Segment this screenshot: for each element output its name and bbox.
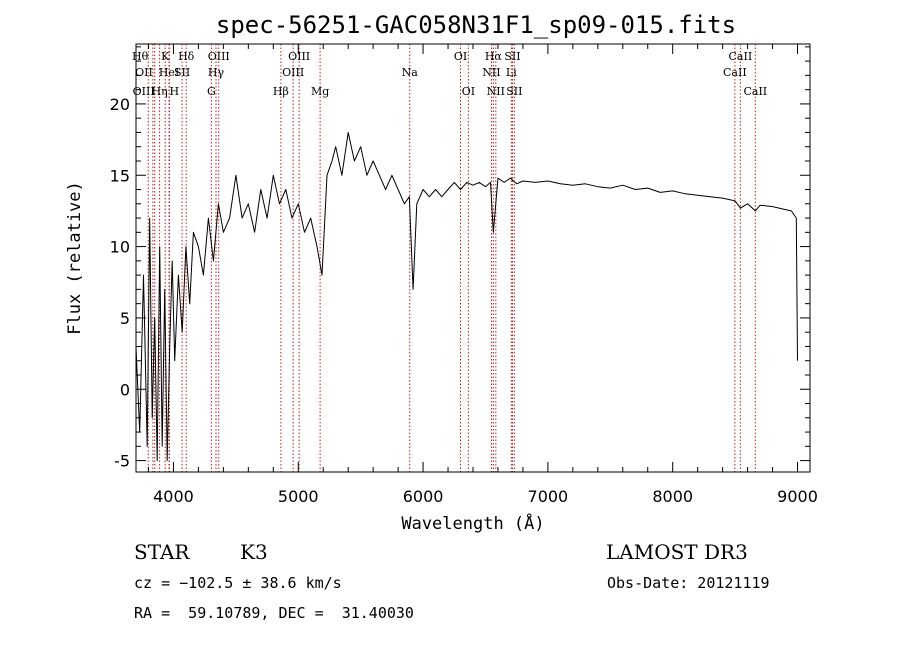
line-label: K (161, 50, 170, 63)
line-label: CaII (743, 85, 767, 98)
line-label: SII (506, 85, 522, 98)
line-label: NII (482, 66, 500, 79)
x-tick-label: 9000 (777, 487, 818, 506)
y-axis-label: Flux (relative) (65, 181, 85, 335)
redshift-velocity: cz = −102.5 ± 38.6 km/s (134, 574, 342, 592)
x-axis-label: Wavelength (Å) (401, 512, 544, 534)
emission-line-markers (147, 44, 756, 472)
line-label: OIII (208, 50, 230, 63)
chart-title: spec-56251-GAC058N31F1_sp09-015.fits (216, 11, 736, 39)
x-tick-label: 8000 (652, 487, 693, 506)
x-axis: 4000 5000 6000 7000 8000 9000 (147, 44, 818, 506)
observation-date: Obs-Date: 20121119 (607, 574, 770, 592)
line-label: HeI (159, 66, 179, 79)
line-label: OIII (133, 85, 155, 98)
survey-name: LAMOST DR3 (606, 540, 748, 564)
y-tick-label: 20 (110, 95, 130, 114)
object-class: STAR (134, 540, 190, 564)
y-tick-label: 5 (120, 309, 130, 328)
x-tick-label: 4000 (153, 487, 194, 506)
plot-frame (135, 43, 811, 473)
line-label: OI (454, 50, 467, 63)
object-subclass: K3 (240, 540, 268, 564)
line-label: Hβ (273, 85, 289, 98)
line-label: CaII (723, 66, 747, 79)
line-label: G (207, 85, 216, 98)
emission-line-labels: HθOIIOIIIHηKHeIHSIIHδGHγOIIIHβOIIIOIIIMg… (132, 50, 767, 98)
y-tick-label: 15 (110, 166, 130, 185)
line-label: Mg (311, 85, 329, 98)
coordinates: RA = 59.10789, DEC = 31.40030 (134, 604, 414, 622)
y-tick-label: 10 (110, 238, 130, 257)
x-tick-label: 7000 (528, 487, 569, 506)
y-axis: -5 0 5 10 15 20 (110, 46, 810, 471)
line-label: OII (135, 66, 153, 79)
spectrum-series (136, 132, 798, 462)
line-label: Li (506, 66, 517, 79)
line-label: OIII (282, 66, 304, 79)
y-tick-label: -5 (114, 452, 130, 471)
spectrum-line (136, 132, 798, 462)
line-label: OIII (288, 50, 310, 63)
line-label: Hη (151, 85, 167, 98)
line-label: Hγ (208, 66, 225, 79)
y-tick-label: 0 (120, 380, 130, 399)
line-label: CaII (729, 50, 753, 63)
line-label: Na (402, 66, 419, 79)
line-label: OI (462, 85, 475, 98)
line-label: SII (504, 50, 520, 63)
line-label: Hα (485, 50, 503, 63)
line-label: NII (487, 85, 505, 98)
x-tick-label: 5000 (278, 487, 319, 506)
x-tick-label: 6000 (403, 487, 444, 506)
line-label: Hδ (178, 50, 195, 63)
line-label: SII (174, 66, 190, 79)
line-label: H (169, 85, 179, 98)
